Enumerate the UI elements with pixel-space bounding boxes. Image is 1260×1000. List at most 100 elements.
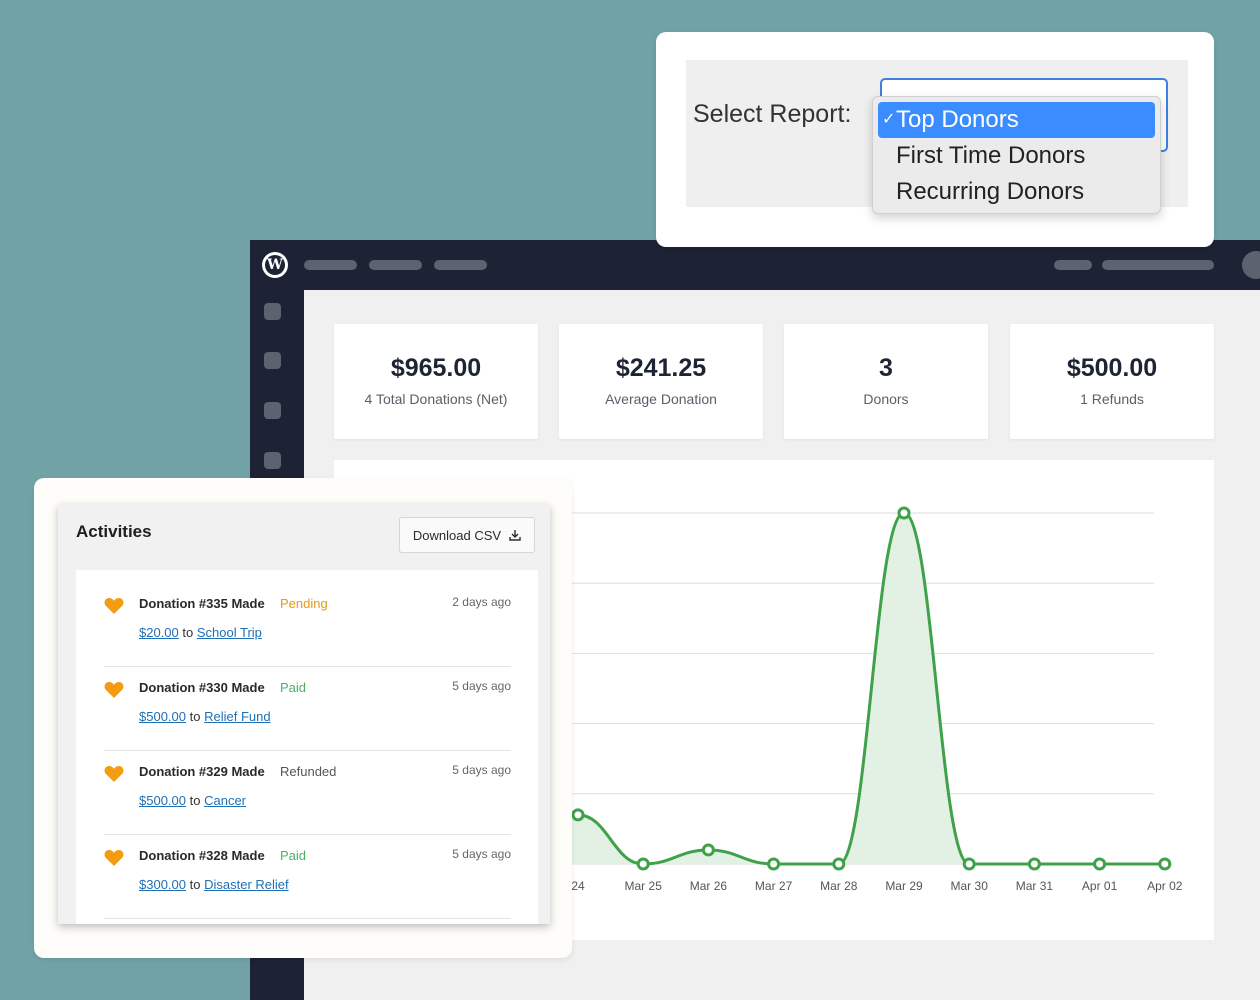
chart-x-tick-label: Apr 01 [1082,879,1118,893]
chart-x-tick-label: Mar 28 [820,879,858,893]
activity-name: Donation #330 Made [139,680,265,695]
chart-x-tick-label: Mar 25 [625,879,663,893]
chart-point[interactable] [897,506,911,520]
heart-icon [104,850,124,866]
chart-point[interactable] [1027,857,1041,871]
status-badge: Pending [280,596,328,611]
donation-amount-link[interactable]: $500.00 [139,793,186,808]
chart-point[interactable] [701,843,715,857]
donations-chart: 24 Mar 25 Mar 26 Mar 27 Mar 28 Mar 29 Mar 30 Ma… [534,506,1183,893]
chart-point[interactable] [767,857,781,871]
heart-icon [104,682,124,698]
activity-detail: $500.00 to Relief Fund [139,709,271,724]
activities-panel: Activities Download CSV Donation #335 Ma… [58,504,550,924]
stat-value: $500.00 [1066,354,1158,382]
admin-bar-placeholder [369,260,422,270]
chart-point[interactable] [962,857,976,871]
campaign-link[interactable]: Relief Fund [204,709,271,724]
stat-value: $241.25 [615,354,707,382]
donation-amount-link[interactable]: $300.00 [139,877,186,892]
activity-detail: $300.00 to Disaster Relief [139,877,289,892]
chart-x-tick-label: Mar 29 [885,879,923,893]
chart-point[interactable] [832,857,846,871]
heart-icon [104,766,124,782]
sidebar-menu-icon[interactable] [264,352,281,369]
admin-bar-placeholder [1102,260,1214,270]
report-select-menu: ✓ Top Donors First Time Donors Recurring… [872,96,1161,214]
option-label: First Time Donors [896,142,1086,169]
campaign-link[interactable]: School Trip [196,625,262,640]
activity-connector: to [189,709,201,724]
stat-card-average-donation: $241.25 Average Donation [559,324,763,439]
option-label: Recurring Donors [896,178,1085,205]
activity-connector: to [189,793,201,808]
chart-point[interactable] [1158,857,1172,871]
activities-title: Activities [76,522,152,541]
stat-card-donors: 3 Donors [784,324,988,439]
chart-area [538,513,1165,864]
admin-bar-placeholder [1054,260,1092,270]
chart-x-tick-label: 24 [571,879,585,893]
list-item: Donation #329 Made Refunded 5 days ago $… [104,751,511,835]
activity-time: 5 days ago [452,679,511,693]
list-item: Donation #328 Made Paid 5 days ago $300.… [104,835,511,919]
activity-detail: $500.00 to Cancer [139,793,246,808]
sidebar-menu-icon[interactable] [264,452,281,469]
admin-bar-placeholder [434,260,487,270]
chart-x-tick-label: Mar 27 [755,879,793,893]
campaign-link[interactable]: Cancer [204,793,247,808]
avatar[interactable] [1242,251,1260,279]
activity-time: 2 days ago [452,595,511,609]
checkmark-icon: ✓ [882,111,896,128]
chart-point[interactable] [571,808,585,822]
report-option-top-donors[interactable]: ✓ Top Donors [878,102,1155,138]
status-badge: Paid [280,848,307,863]
activity-connector: to [189,877,201,892]
chart-x-tick-label: Mar 31 [1016,879,1054,893]
option-label: Top Donors [896,106,1019,133]
activity-name: Donation #328 Made [139,848,265,863]
admin-bar-placeholder [304,260,357,270]
download-csv-button[interactable]: Download CSV [399,517,535,553]
stat-label: Average Donation [605,391,717,407]
list-item: Donation #335 Made Pending 2 days ago $2… [104,583,511,667]
donation-amount-link[interactable]: $20.00 [139,625,179,640]
download-csv-label: Download CSV [412,527,502,543]
activity-name: Donation #329 Made [139,764,265,779]
select-report-label: Select Report: [693,100,852,128]
status-badge: Paid [280,680,307,695]
chart-point[interactable] [1093,857,1107,871]
report-select-popup: Select Report: ✓ Top Donors First Time D… [656,32,1214,247]
activity-detail: $20.00 to School Trip [139,625,262,640]
list-item: Donation #330 Made Paid 5 days ago $500.… [104,667,511,751]
wordpress-logo-icon[interactable]: W [262,252,288,278]
activity-connector: to [182,625,194,640]
sidebar-menu-icon[interactable] [264,303,281,320]
chart-point[interactable] [636,857,650,871]
campaign-link[interactable]: Disaster Relief [204,877,289,892]
activity-time: 5 days ago [452,847,511,861]
wp-admin-bar: W [250,240,1260,290]
sidebar-menu-icon[interactable] [264,402,281,419]
chart-series-line [537,511,1165,866]
activities-card: Activities Download CSV Donation #335 Ma… [34,478,572,958]
chart-x-tick-label: Mar 30 [951,879,989,893]
stat-card-total-donations: $965.00 4 Total Donations (Net) [334,324,538,439]
download-icon [509,530,521,541]
stat-label: 1 Refunds [1080,391,1144,407]
activity-list: Donation #335 Made Pending 2 days ago $2… [76,570,538,924]
stat-value: 3 [879,354,893,382]
chart-x-tick-label: Apr 02 [1147,879,1183,893]
chart-x-tick-label: Mar 26 [690,879,728,893]
stat-label: 4 Total Donations (Net) [364,391,508,407]
status-badge: Refunded [280,764,337,779]
report-option-first-time-donors[interactable]: First Time Donors [878,138,1155,174]
stat-value: $965.00 [390,354,482,382]
heart-icon [104,598,124,614]
activity-name: Donation #335 Made [139,596,265,611]
activity-time: 5 days ago [452,763,511,777]
report-select-area: Select Report: ✓ Top Donors First Time D… [686,60,1188,214]
stat-label: Donors [863,391,909,407]
donation-amount-link[interactable]: $500.00 [139,709,186,724]
report-option-recurring-donors[interactable]: Recurring Donors [878,174,1155,210]
